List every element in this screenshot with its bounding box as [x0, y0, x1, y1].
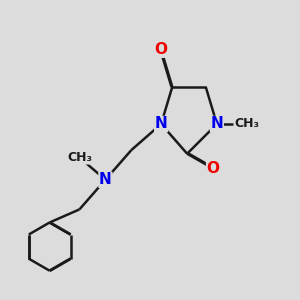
Text: O: O: [154, 42, 168, 57]
Text: N: N: [211, 116, 223, 131]
Text: CH₃: CH₃: [67, 151, 92, 164]
Text: O: O: [207, 161, 220, 176]
Text: N: N: [99, 172, 112, 187]
Text: N: N: [155, 116, 167, 131]
Text: CH₃: CH₃: [234, 118, 259, 130]
